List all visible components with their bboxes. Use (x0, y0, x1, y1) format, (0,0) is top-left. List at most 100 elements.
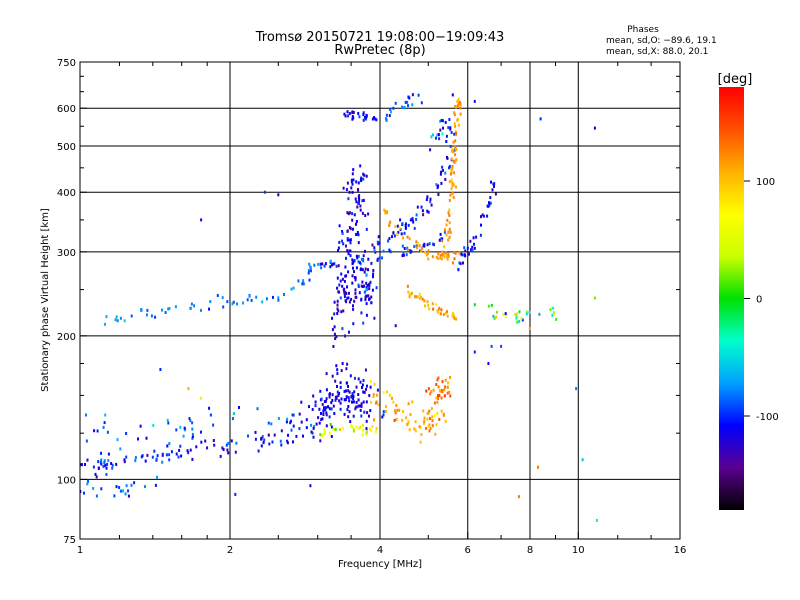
phase-point (358, 291, 361, 295)
phase-point (209, 300, 212, 304)
phase-point (441, 132, 444, 136)
phase-point (186, 449, 189, 453)
phase-point (382, 391, 385, 394)
phase-point (427, 249, 430, 253)
phase-point (254, 430, 257, 434)
phase-point (200, 430, 202, 434)
phase-point (267, 421, 270, 425)
phase-point (328, 407, 331, 411)
phase-point (333, 325, 336, 329)
phase-point (336, 390, 339, 394)
phase-point (353, 299, 356, 303)
phase-point (528, 310, 531, 314)
phase-point (425, 389, 428, 393)
phase-point (351, 212, 354, 216)
phase-point (107, 459, 110, 462)
phase-point (450, 170, 453, 174)
phase-point (331, 262, 334, 266)
phase-point (191, 457, 194, 461)
phase-point (107, 452, 110, 456)
phase-point (372, 395, 375, 398)
phase-point (335, 396, 338, 400)
phase-point (190, 302, 193, 306)
phase-point (189, 419, 192, 423)
phase-point (339, 296, 342, 300)
phase-point (338, 283, 341, 287)
phase-point (473, 99, 476, 103)
phase-point (85, 413, 87, 417)
phase-point (407, 402, 410, 406)
phase-point (370, 295, 373, 299)
phase-point (345, 244, 347, 248)
phase-point (342, 288, 345, 292)
phase-point (360, 267, 363, 271)
phase-point (429, 197, 432, 201)
phase-point (349, 227, 352, 231)
phase-point (420, 101, 423, 105)
phase-point (195, 445, 198, 449)
phase-point (123, 458, 126, 462)
phase-point (518, 319, 521, 323)
phase-point (443, 228, 446, 232)
phase-point (449, 394, 452, 398)
phase-point (345, 398, 347, 401)
phase-point (337, 264, 340, 268)
phase-point (345, 395, 348, 399)
phase-point (328, 431, 331, 435)
phase-point (221, 296, 224, 300)
phase-point (439, 172, 442, 176)
phase-point (111, 466, 114, 470)
phase-point (469, 239, 472, 243)
phase-point (231, 417, 234, 421)
phase-point (448, 180, 451, 184)
phase-point (441, 250, 444, 254)
phase-point (155, 457, 158, 461)
phase-point (359, 204, 362, 208)
phase-point (145, 313, 148, 317)
phase-point (323, 428, 326, 432)
phase-point (405, 222, 407, 226)
phase-point (495, 315, 498, 319)
phase-point (267, 433, 270, 437)
phase-point (189, 448, 192, 452)
phase-point (290, 419, 292, 423)
phase-point (273, 433, 276, 437)
phase-point (361, 268, 364, 272)
phase-point (360, 257, 363, 261)
phase-point (552, 311, 555, 314)
phase-point (362, 321, 365, 325)
phase-point (327, 405, 329, 409)
y-tick-label: 75 (63, 535, 76, 546)
phase-point (406, 235, 409, 239)
phase-point (473, 246, 476, 250)
phase-point (416, 205, 419, 209)
phase-point (389, 250, 392, 254)
phase-point (423, 299, 426, 303)
phase-point (447, 381, 450, 385)
phase-point (401, 418, 404, 422)
phase-point (459, 101, 461, 104)
phase-point (403, 231, 406, 235)
phase-point (464, 249, 467, 253)
phase-point (80, 490, 82, 493)
phase-point (492, 314, 495, 318)
phase-point (369, 409, 372, 413)
phase-point (435, 303, 437, 306)
phase-point (166, 418, 169, 422)
phase-point (302, 282, 305, 286)
phase-point (362, 390, 365, 394)
phase-point (352, 397, 355, 401)
phase-point (365, 387, 367, 391)
phase-point (227, 451, 230, 455)
phase-point (313, 425, 316, 428)
phase-point (355, 180, 358, 184)
phase-point (346, 408, 349, 412)
phase-point (110, 462, 113, 465)
phase-point (102, 425, 105, 429)
phase-point (345, 389, 347, 393)
phase-point (151, 455, 154, 459)
phase-point (86, 482, 89, 486)
phase-point (100, 458, 103, 462)
phase-point (448, 166, 451, 170)
